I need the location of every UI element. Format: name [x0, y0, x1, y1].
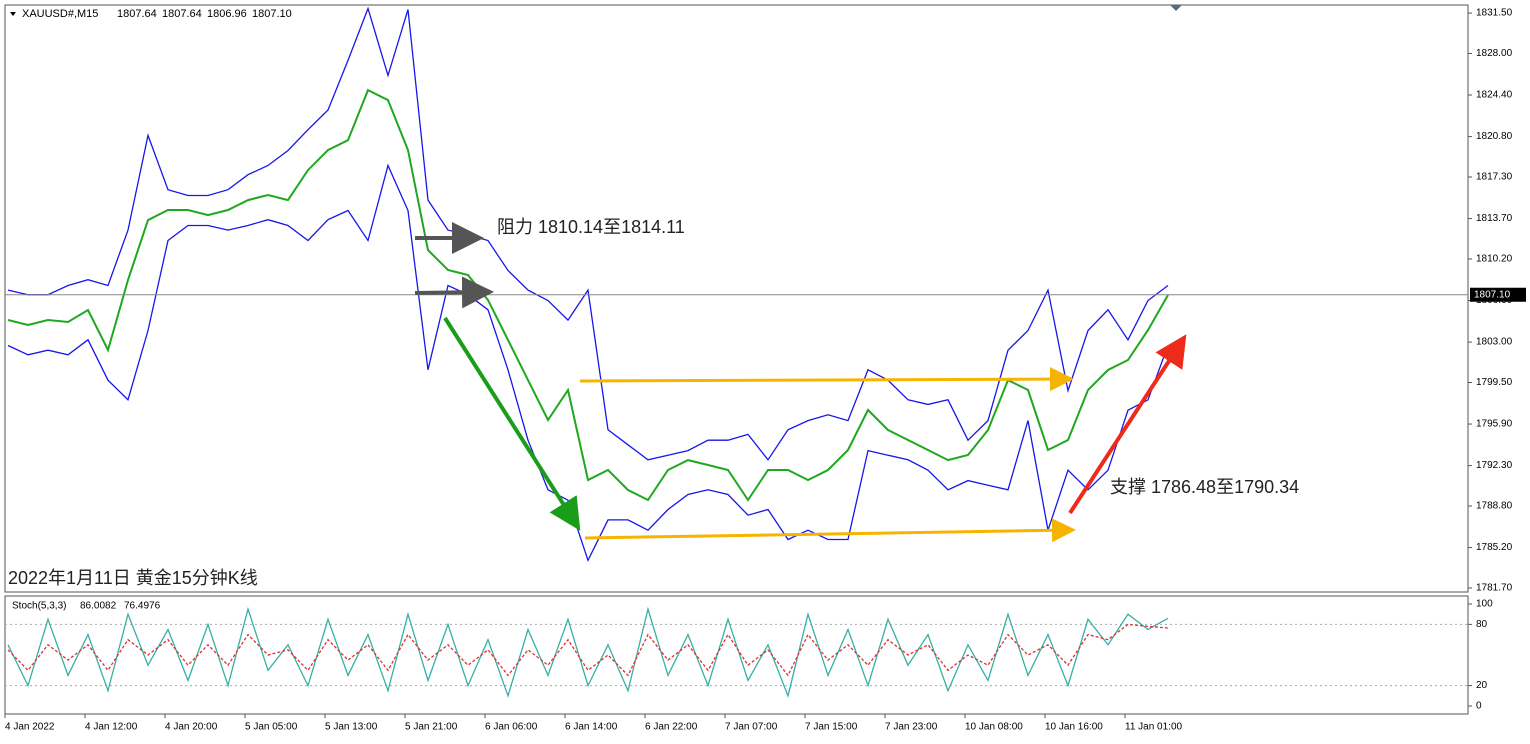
plot: 1831.50 1828.00 1824.40 1820.80 1817.30 1813.… — [4, 6, 1526, 733]
x-tick-label: 7 Jan 07:00 — [725, 722, 778, 733]
stoch-k: 86.0082 — [80, 601, 117, 612]
x-tick-label: 4 Jan 2022 — [5, 722, 55, 733]
y-tick-label: 0 — [1476, 701, 1482, 712]
arrow — [414, 276, 494, 309]
y-tick-label: 1799.50 — [1476, 377, 1513, 388]
x-tick-label: 10 Jan 16:00 — [1045, 722, 1103, 733]
caption: 2022年1月11日 黄金15分钟K线 — [8, 568, 258, 588]
x-tick-label: 5 Jan 13:00 — [325, 722, 378, 733]
y-tick-label: 1820.80 — [1476, 131, 1513, 142]
series-line — [7, 606, 1169, 698]
y-tick-label: 20 — [1476, 680, 1488, 691]
shift-marker — [1170, 5, 1182, 11]
y-tick-label: 1795.90 — [1476, 419, 1513, 430]
stoch-d: 76.4976 — [124, 601, 161, 612]
x-tick-label: 6 Jan 14:00 — [565, 722, 618, 733]
y-tick-label: 1785.20 — [1476, 542, 1513, 553]
x-tick-label: 10 Jan 08:00 — [965, 722, 1023, 733]
y-tick-label: 1813.70 — [1476, 213, 1513, 224]
high: 1807.64 — [162, 8, 202, 20]
low: 1806.96 — [207, 8, 247, 20]
y-tick-label: 1803.00 — [1476, 337, 1513, 348]
x-tick-label: 5 Jan 05:00 — [245, 722, 298, 733]
x-tick-label: 6 Jan 06:00 — [485, 722, 538, 733]
close: 1807.10 — [252, 8, 292, 20]
series-line — [7, 623, 1169, 677]
y-tick-label: 100 — [1476, 599, 1493, 610]
x-tick-label: 6 Jan 22:00 — [645, 722, 698, 733]
support-line — [584, 518, 1076, 543]
y-tick-label: 1817.30 — [1476, 172, 1513, 183]
series-line — [7, 163, 1169, 563]
x-tick-label: 5 Jan 21:00 — [405, 722, 458, 733]
series-line — [7, 6, 1169, 461]
x-tick-label: 4 Jan 20:00 — [165, 722, 218, 733]
current-price-box — [1470, 287, 1526, 302]
y-tick-label: 1788.80 — [1476, 501, 1513, 512]
arrow — [443, 316, 581, 531]
menu-icon — [10, 12, 16, 16]
x-tick-label: 4 Jan 12:00 — [85, 722, 138, 733]
symbol: XAUUSD#,M15 — [22, 8, 98, 20]
x-tick-label: 7 Jan 23:00 — [885, 722, 938, 733]
y-tick-label: 1824.40 — [1476, 90, 1513, 101]
support-label: 支撑 1786.48至1790.34 — [1110, 477, 1299, 497]
stoch-panel — [4, 595, 1469, 715]
price-panel — [4, 4, 1469, 593]
series-line — [7, 88, 1169, 502]
current-price-label: 1807.10 — [1474, 289, 1511, 300]
resistance-line — [579, 367, 1074, 392]
y-tick-label: 1792.30 — [1476, 460, 1513, 471]
y-tick-label: 80 — [1476, 619, 1488, 630]
y-tick-label: 1810.20 — [1476, 254, 1513, 265]
y-tick-label: 1828.00 — [1476, 48, 1513, 59]
x-tick-label: 7 Jan 15:00 — [805, 722, 858, 733]
resistance-label: 阻力 1810.14至1814.11 — [497, 217, 685, 237]
y-tick-label: 1831.50 — [1476, 8, 1513, 19]
arrow — [1068, 334, 1187, 515]
y-tick-label: 1781.70 — [1476, 583, 1513, 594]
stoch-title: Stoch(5,3,3) — [12, 601, 66, 612]
open: 1807.64 — [117, 8, 157, 20]
x-tick-label: 11 Jan 01:00 — [1125, 722, 1183, 733]
